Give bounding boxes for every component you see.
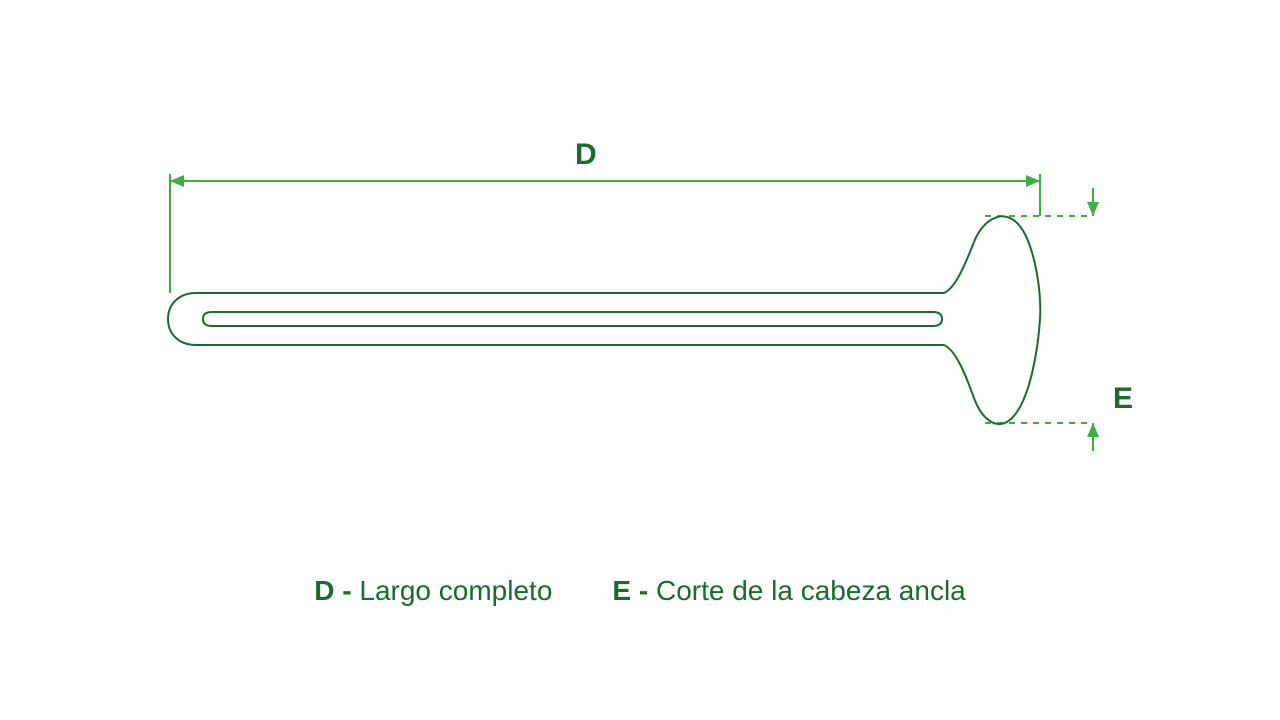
legend-key: D bbox=[314, 575, 334, 606]
dimension-e-label: E bbox=[1113, 382, 1133, 416]
legend-sep: - bbox=[335, 575, 360, 606]
dimension-d-label: D bbox=[575, 138, 597, 172]
part-outline bbox=[168, 216, 1040, 424]
legend-key: E bbox=[612, 575, 631, 606]
dimension-d bbox=[170, 174, 1040, 293]
legend-value: Largo completo bbox=[359, 575, 552, 606]
legend-sep: - bbox=[631, 575, 656, 606]
diagram-canvas: D E D - Largo completo E - Corte de la c… bbox=[0, 0, 1280, 720]
dimension-e bbox=[985, 188, 1099, 451]
legend-item-d: D - Largo completo bbox=[314, 575, 552, 607]
legend-item-e: E - Corte de la cabeza ancla bbox=[612, 575, 965, 607]
legend: D - Largo completo E - Corte de la cabez… bbox=[0, 575, 1280, 607]
legend-value: Corte de la cabeza ancla bbox=[656, 575, 966, 606]
technical-drawing-svg bbox=[0, 0, 1280, 720]
